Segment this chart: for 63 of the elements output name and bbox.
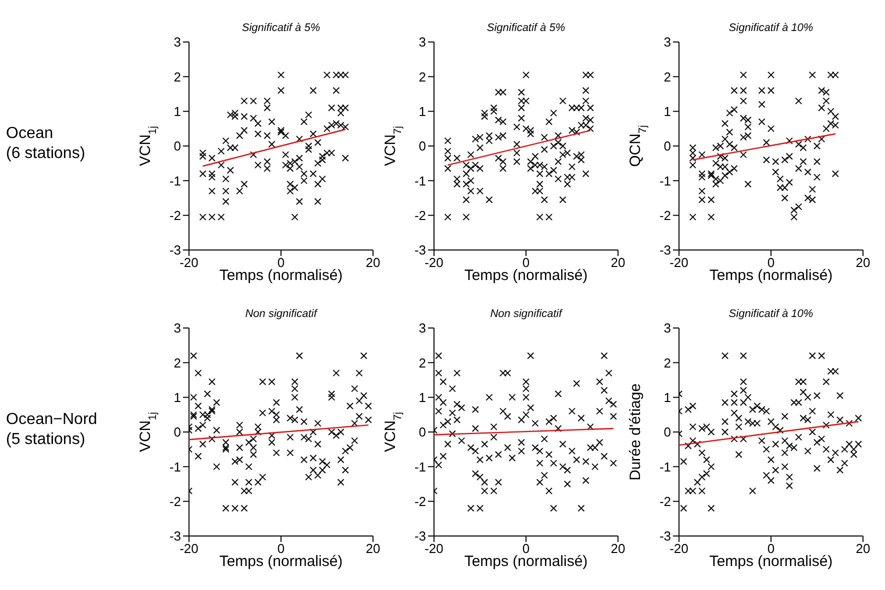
y-tick-label: -3 bbox=[659, 242, 671, 258]
y-tick-label: 2 bbox=[418, 69, 426, 84]
y-tick-label: 1 bbox=[418, 390, 426, 405]
y-tick-label: 3 bbox=[418, 34, 426, 50]
y-tick-label: 3 bbox=[174, 34, 181, 50]
y-tick-label: 2 bbox=[174, 355, 181, 370]
x-tick-label: -20 bbox=[180, 541, 198, 556]
text: Ocean−Nord (5 stations) bbox=[6, 410, 98, 450]
y-tick-label: -3 bbox=[169, 528, 181, 544]
chart-title: Significatif à 10% bbox=[728, 308, 814, 320]
y-tick-label: -2 bbox=[414, 208, 426, 223]
y-tick-label: -2 bbox=[659, 208, 671, 223]
x-tick-label: 20 bbox=[610, 541, 626, 556]
y-tick-label: 3 bbox=[174, 320, 181, 336]
chart-title: Non significatif bbox=[489, 308, 564, 320]
y-tick-label: 0 bbox=[174, 138, 181, 154]
chart-title: Significatif à 5% bbox=[486, 22, 566, 34]
y-tick-label: -1 bbox=[169, 459, 181, 474]
y-tick-label: -2 bbox=[169, 494, 181, 509]
y-tick-label: 1 bbox=[664, 104, 671, 119]
y-tick-label: 3 bbox=[418, 320, 426, 336]
x-tick-label: -20 bbox=[424, 541, 444, 556]
y-tick-label: 0 bbox=[664, 424, 671, 440]
y-tick-label: 0 bbox=[418, 424, 426, 440]
y-tick-label: 2 bbox=[664, 355, 671, 370]
y-tick-label: -1 bbox=[659, 173, 671, 188]
y-tick-label: -1 bbox=[659, 459, 671, 474]
y-tick-label: 0 bbox=[664, 138, 671, 154]
y-tick-label: 1 bbox=[174, 390, 181, 405]
x-tick-label: 20 bbox=[856, 541, 870, 556]
y-tick-label: 2 bbox=[174, 69, 181, 84]
y-tick-label: 3 bbox=[664, 34, 671, 50]
y-tick-label: -3 bbox=[414, 242, 426, 258]
y-tick-label: -2 bbox=[414, 494, 426, 509]
y-tick-label: 2 bbox=[664, 69, 671, 84]
x-tick-label: -20 bbox=[180, 255, 198, 270]
y-tick-label: -1 bbox=[414, 173, 426, 188]
chart-title: Non significatif bbox=[244, 308, 319, 320]
y-tick-label: 1 bbox=[174, 104, 181, 119]
y-tick-label: 1 bbox=[664, 390, 671, 405]
y-tick-label: -3 bbox=[169, 242, 181, 258]
x-tick-label: -20 bbox=[670, 541, 688, 556]
x-tick-label: -20 bbox=[424, 255, 444, 270]
x-tick-label: -20 bbox=[670, 255, 688, 270]
chart-title: Significatif à 10% bbox=[728, 22, 814, 34]
x-tick-label: 20 bbox=[610, 255, 626, 270]
x-tick-label: 20 bbox=[366, 255, 380, 270]
y-tick-label: -1 bbox=[169, 173, 181, 188]
y-tick-label: -3 bbox=[659, 528, 671, 544]
y-axis-title: Durée d'étiage bbox=[627, 383, 644, 481]
chart-title: Significatif à 5% bbox=[240, 22, 322, 34]
x-tick-label: 20 bbox=[366, 541, 380, 556]
y-tick-label: -2 bbox=[169, 208, 181, 223]
y-tick-label: 0 bbox=[174, 424, 181, 440]
y-tick-label: 0 bbox=[418, 138, 426, 154]
y-tick-label: 1 bbox=[418, 104, 426, 119]
y-tick-label: 3 bbox=[664, 320, 671, 336]
x-tick-label: 20 bbox=[856, 255, 870, 270]
text: Ocean (6 stations) bbox=[6, 124, 86, 164]
y-tick-label: -3 bbox=[414, 528, 426, 544]
y-tick-label: -2 bbox=[659, 494, 671, 509]
y-tick-label: -1 bbox=[414, 459, 426, 474]
y-tick-label: 2 bbox=[418, 355, 426, 370]
